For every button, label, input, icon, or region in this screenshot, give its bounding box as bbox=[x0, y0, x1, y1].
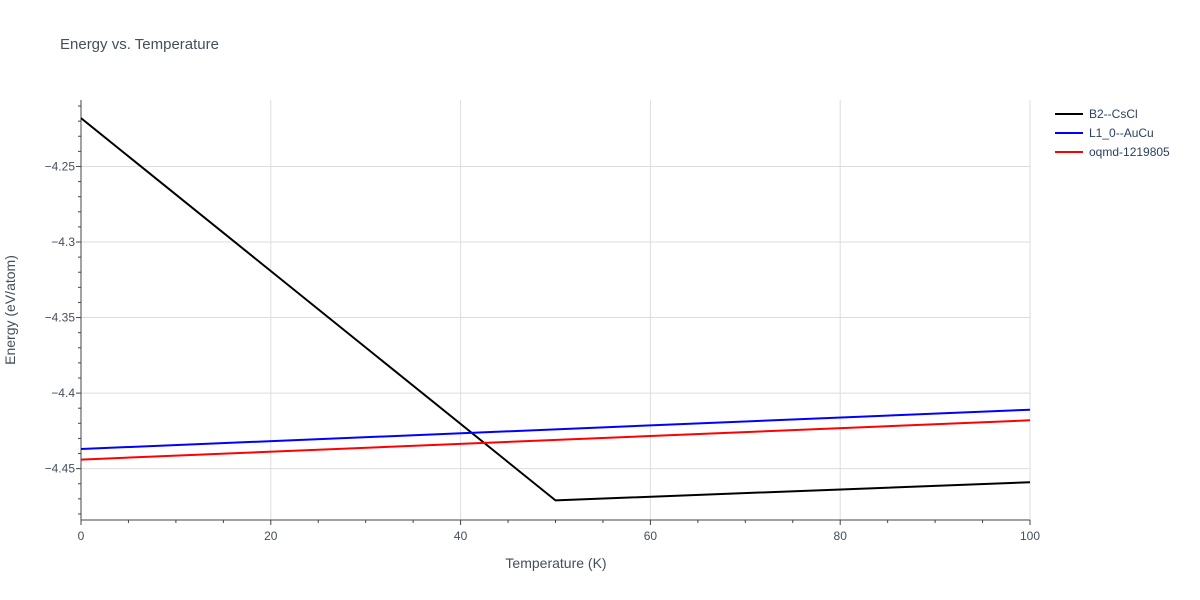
x-tick-label: 40 bbox=[454, 529, 468, 543]
y-tick-label: −4.25 bbox=[45, 159, 76, 173]
grid-lines bbox=[81, 100, 1031, 520]
x-tick-label: 20 bbox=[264, 529, 278, 543]
x-tick-label: 60 bbox=[644, 529, 658, 543]
series-line-l1-0-aucu bbox=[80, 408, 1031, 450]
legend-label: oqmd-1219805 bbox=[1089, 145, 1170, 159]
x-axis-title: Temperature (K) bbox=[505, 555, 606, 571]
y-axis-title: Energy (eV/atom) bbox=[2, 255, 18, 365]
legend-label: L1_0--AuCu bbox=[1089, 126, 1154, 140]
legend-label: B2--CsCl bbox=[1089, 107, 1138, 121]
legend[interactable]: B2--CsCl L1_0--AuCu oqmd-1219805 bbox=[1055, 107, 1170, 159]
series-lines bbox=[80, 117, 1031, 502]
legend-item-oqmd-1219805[interactable]: oqmd-1219805 bbox=[1055, 145, 1170, 159]
y-tick-label: −4.45 bbox=[45, 462, 76, 476]
series-line-b2-cscl bbox=[80, 117, 1031, 502]
x-tick-label: 80 bbox=[834, 529, 848, 543]
y-tick-label: −4.35 bbox=[45, 311, 76, 325]
legend-item-l1-0-aucu[interactable]: L1_0--AuCu bbox=[1055, 126, 1154, 140]
series-line-oqmd-1219805 bbox=[80, 419, 1031, 461]
y-tick-label: −4.3 bbox=[51, 235, 75, 249]
x-tick-label: 0 bbox=[78, 529, 85, 543]
y-tick-label: −4.4 bbox=[51, 386, 75, 400]
x-tick-label: 100 bbox=[1020, 529, 1040, 543]
legend-item-b2-cscl[interactable]: B2--CsCl bbox=[1055, 107, 1138, 121]
axes: 0 20 40 60 80 100 −4.25 −4.3 −4.35 −4.4 −4.45 bbox=[45, 100, 1040, 543]
chart-title: Energy vs. Temperature bbox=[60, 36, 219, 53]
